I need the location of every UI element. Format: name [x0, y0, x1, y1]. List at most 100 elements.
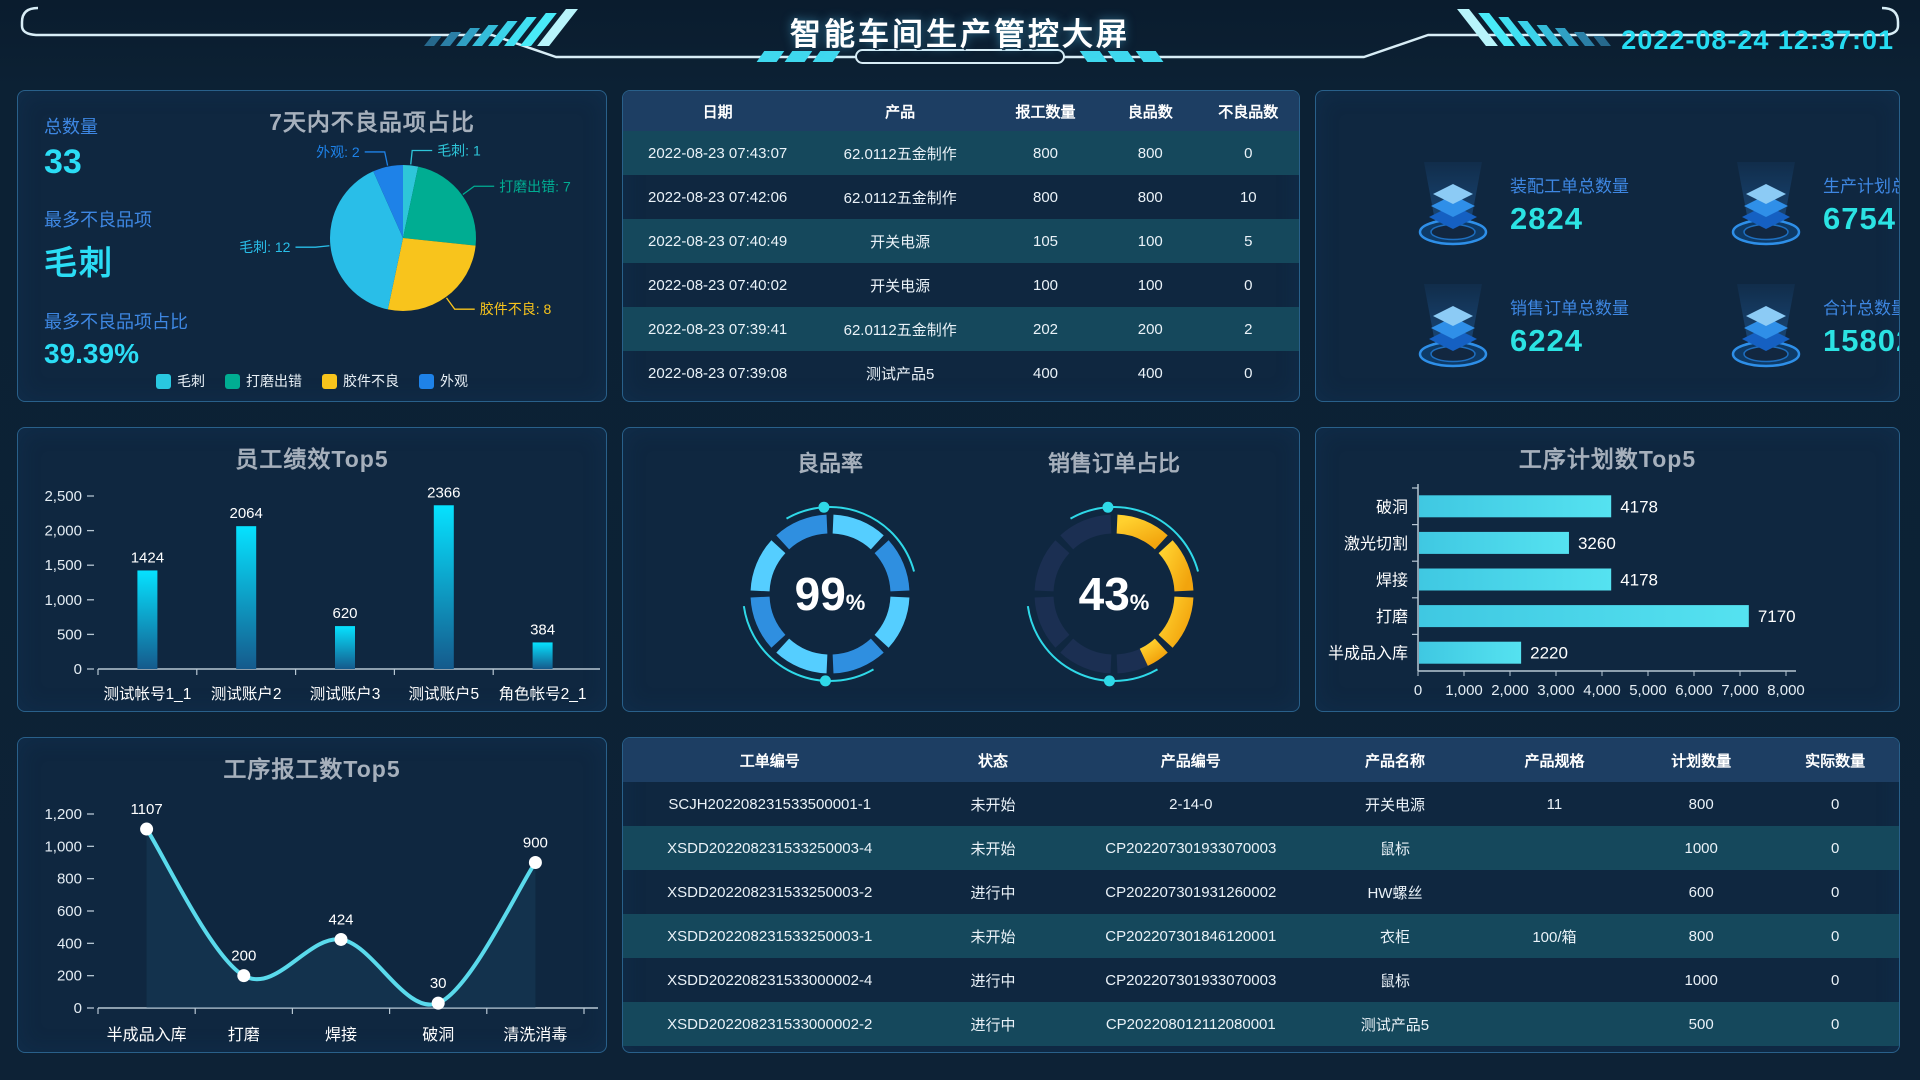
table-cell: 800	[1137, 144, 1163, 162]
performance-bar-chart: 0 500 1,000 1,500 2,000 2,500 1424 测试帐号1_1 2064 测…	[18, 472, 606, 711]
table-cell: 100	[1137, 276, 1163, 294]
svg-text:424: 424	[328, 911, 353, 928]
table-cell: HW螺丝	[1367, 884, 1423, 902]
svg-text:0: 0	[1414, 682, 1422, 699]
stat-card-value: 2824	[1510, 200, 1583, 236]
svg-text:620: 620	[332, 605, 357, 622]
stat-card: 装配工单总数量 2824	[1316, 143, 1629, 265]
svg-text:8,000: 8,000	[1767, 682, 1805, 699]
table-row: 2022-08-23 07:42:06 62.0112五金制作 800 800 10	[623, 175, 1299, 219]
table-cell: 2022-08-23 07:40:02	[647, 276, 788, 294]
svg-text:测试账户3: 测试账户3	[310, 685, 381, 703]
svg-text:4178: 4178	[1620, 571, 1658, 590]
svg-text:半成品入库: 半成品入库	[107, 1026, 187, 1044]
svg-text:200: 200	[231, 948, 256, 965]
svg-text:1,200: 1,200	[44, 806, 82, 823]
defect-pie-chart: 毛刺: 1 打磨出错: 7 胶件不良: 8 毛刺: 12 外观: 2	[198, 117, 598, 355]
stat-card-value: 6224	[1510, 322, 1583, 358]
svg-text:4,000: 4,000	[1583, 682, 1621, 699]
panel-order-table: 工单编号 状态 产品编号 产品名称 产品规格 计划数量 实际数量 SCJH2022082315…	[622, 737, 1900, 1053]
page-title: 智能车间生产管控大屏	[790, 17, 1130, 52]
stat-cards: 装配工单总数量 2824 生产计划总数量 6754 销售订单总数量 6224 合…	[1316, 91, 1899, 401]
table-cell: 2022-08-23 07:40:49	[647, 232, 788, 250]
table-row: XSDD202208231533250003-4 未开始 CP20220730193…	[623, 826, 1899, 870]
svg-text:384: 384	[530, 621, 555, 638]
column-header: 良品数	[1102, 91, 1198, 131]
svg-text:半成品入库: 半成品入库	[1328, 645, 1408, 663]
column-header: 实际数量	[1771, 738, 1899, 782]
table-cell: 800	[1032, 144, 1059, 162]
svg-text:1,500: 1,500	[44, 557, 82, 574]
table-cell: 400	[1137, 364, 1163, 382]
svg-text:43%: 43%	[1078, 568, 1149, 620]
svg-text:毛刺: 12: 毛刺: 12	[239, 239, 291, 255]
column-header: 工单编号	[623, 738, 917, 782]
table-cell: 未开始	[970, 840, 1016, 858]
table-cell: 100	[1137, 232, 1163, 250]
stat-card: 合计总数量 15802	[1629, 265, 1899, 387]
table-cell: 202	[1032, 320, 1059, 338]
defect-stats: 总数量 33 最多不良品项 毛刺 最多不良品项占比 39.39%	[44, 113, 188, 394]
table-cell: 600	[1688, 883, 1714, 901]
stat-card-value: 6754	[1823, 200, 1896, 236]
layers-icon	[1418, 162, 1488, 246]
svg-text:破洞: 破洞	[1376, 498, 1408, 516]
stat-card: 销售订单总数量 6224	[1316, 265, 1629, 387]
svg-text:7170: 7170	[1758, 607, 1796, 626]
legend-label: 打磨出错	[246, 373, 302, 389]
stat-total: 总数量 33	[44, 117, 98, 181]
svg-text:2,000: 2,000	[1491, 682, 1529, 699]
table-row: 2022-08-23 07:39:08 测试产品5 400 400 0	[623, 351, 1299, 395]
table-row: XSDD202208231533000002-2 进行中 CP20220801211…	[623, 1002, 1899, 1046]
process-plan-title: 工序计划数Top5	[1518, 446, 1697, 472]
svg-text:测试账户2: 测试账户2	[211, 685, 282, 703]
table-cell: 0	[1831, 795, 1840, 813]
table-cell: CP202208012112080001	[1105, 1015, 1276, 1033]
svg-text:破洞: 破洞	[422, 1026, 454, 1044]
table-cell: CP202207301846120001	[1105, 927, 1277, 945]
table-cell: 100/箱	[1532, 928, 1577, 946]
svg-text:1,000: 1,000	[44, 838, 82, 855]
header-row: 工单编号 状态 产品编号 产品名称 产品规格 计划数量 实际数量	[623, 738, 1899, 782]
legend-item[interactable]: 打磨出错	[225, 371, 302, 391]
table-cell: 1000	[1684, 971, 1718, 989]
svg-text:毛刺: 1: 毛刺: 1	[437, 142, 481, 158]
svg-text:1,000: 1,000	[1445, 682, 1483, 699]
column-header: 状态	[916, 738, 1070, 782]
legend-swatch	[225, 373, 240, 389]
table-cell: CP202207301931260002	[1105, 883, 1277, 901]
table-cell: 62.0112五金制作	[843, 321, 957, 339]
table-row: SCJH202208231533500001-1 未开始 2-14-0 开关电源 11 8…	[623, 782, 1899, 826]
table-cell: 10	[1239, 188, 1257, 206]
svg-text:1424: 1424	[131, 549, 164, 566]
svg-text:200: 200	[57, 968, 82, 985]
column-header: 产品	[812, 91, 989, 131]
table-cell: 800	[1137, 188, 1163, 206]
yield-gauge: 良品率 99%	[715, 446, 945, 711]
svg-text:测试帐号1_1: 测试帐号1_1	[103, 685, 191, 703]
stat-card-label: 生产计划总数量	[1823, 176, 1899, 196]
datetime-display: 2022-08-24 12:37:01	[1621, 25, 1894, 55]
table-cell: 105	[1032, 232, 1059, 250]
table-row: XSDD202208231533000002-4 进行中 CP20220730193…	[623, 958, 1899, 1002]
process-plan-bar-chart: 0 1,000 2,000 3,000 4,000 5,000 6,000 7,000 8,00…	[1316, 472, 1899, 711]
legend-label: 毛刺	[177, 373, 205, 389]
report-table: 日期 产品 报工数量 良品数 不良品数 2022-08-23 07:43:07 62.011…	[623, 91, 1299, 395]
layers-icon	[1731, 162, 1801, 246]
defect-panel-title: 7天内不良品项占比	[269, 109, 475, 135]
table-row: XSDD202208231533250003-1 未开始 CP20220730184…	[623, 914, 1899, 958]
dashboard-grid: 7天内不良品项占比 总数量 33 最多不良品项 毛刺 最多不良品项占比 39.3…	[0, 64, 1920, 1053]
sales-order-gauge: 销售订单占比 43%	[999, 446, 1229, 711]
legend-item[interactable]: 胶件不良	[322, 371, 399, 391]
svg-text:2,500: 2,500	[44, 488, 82, 505]
legend-item[interactable]: 外观	[419, 371, 468, 391]
table-cell	[1478, 1002, 1631, 1046]
column-header: 产品名称	[1312, 738, 1478, 782]
legend-item[interactable]: 毛刺	[156, 371, 205, 391]
pie-legend: 毛刺 打磨出错 胶件不良 外观	[18, 371, 606, 391]
svg-text:0: 0	[74, 661, 82, 678]
table-cell: 62.0112五金制作	[843, 145, 957, 163]
stat-card-label: 销售订单总数量	[1510, 298, 1629, 318]
svg-text:角色帐号2_1: 角色帐号2_1	[499, 685, 587, 703]
table-cell: 2022-08-23 07:43:07	[647, 144, 788, 162]
